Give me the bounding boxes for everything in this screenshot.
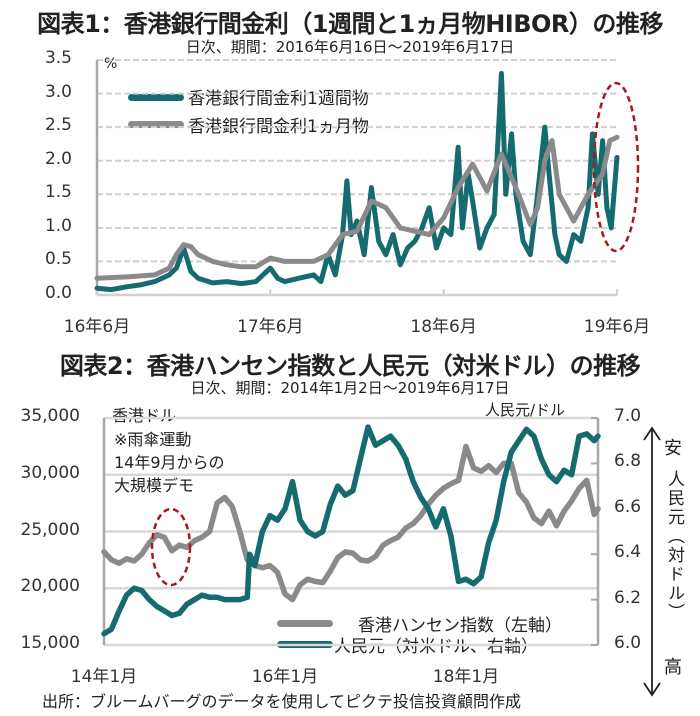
chart2-right-tick-label: 6.0 [614,633,642,653]
chart2-title: 図表2：香港ハンセン指数と人民元（対米ドル）の推移 [59,352,641,380]
chart2-note-line1: ※雨傘運動 [114,430,192,449]
chart2-left-tick-label: 35,000 [20,406,80,426]
arrow-label-cny: 人民元（対ドル） [664,470,684,622]
chart1-subtitle: 日次、期間：2016年6月16日～2019年6月17日 [185,38,515,56]
chart2-right-tick-label: 6.6 [614,496,642,517]
chart1-y-tick-label: 1.0 [44,215,72,236]
chart1-highlight-ellipse [592,81,640,253]
chart2-right-tick-label: 6.4 [614,542,642,563]
chart2-series-cny [101,424,601,637]
chart1-x-tick-label: 16年6月 [63,317,131,337]
chart2-highlight-ellipse [150,507,192,587]
chart2-note-line3: 大規模デモ [114,476,195,495]
chart2-left-tick-label: 30,000 [20,462,80,483]
chart2-legend-hsi: 香港ハンセン指数（左軸） [358,616,562,636]
chart2-left-unit: 香港ドル [112,406,177,425]
chart1-x-tick-label: 19年6月 [583,317,651,337]
chart2-right-tick-label: 6.2 [614,587,642,608]
chart2-x-tick-label: 16年1月 [251,667,319,687]
chart1-legend-1m-swatch [128,121,184,128]
chart2-right-tick-label: 7.0 [614,406,642,426]
arrow-label-cheap: 安 [664,438,682,459]
arrow-label-strong: 高 [664,657,682,678]
chart1-series-1week [94,70,620,293]
chart1-series-1month [94,134,620,281]
chart2-right-tick-label: 6.8 [614,451,642,472]
source-note: 出所：ブルームバーグのデータを使用してピクテ投信投資顧問作成 [42,692,522,711]
chart2-note-line2: 14年9月からの [114,453,225,472]
chart2-right-unit: 人民元/ドル [485,401,566,419]
chart2-series-hangseng [101,443,601,603]
chart1-y-tick-label: 2.5 [44,115,72,136]
chart1-y-tick-label: 0.0 [44,283,72,303]
chart2-legend-hsi-swatch [277,620,333,627]
chart1-y-tick-label: 0.5 [44,249,72,270]
chart1-y-tick-label: 3.5 [44,48,72,68]
chart2-x-tick-label: 18年1月 [432,667,500,687]
cny-arrow-down-head [643,682,661,697]
cny-arrow-up-head [643,426,661,441]
chart1-y-tick-label: 1.5 [44,182,72,203]
chart1-y-tick-label: 3.0 [44,81,72,102]
chart2-left-tick-label: 15,000 [20,633,80,653]
chart2-x-tick-label: 14年1月 [70,667,138,687]
chart1-title: 図表1：香港銀行間金利（1週間と1ヵ月物HIBOR）の推移 [37,10,663,38]
chart2-subtitle: 日次、期間：2014年1月2日～2019年6月17日 [190,379,510,397]
chart2-left-tick-label: 25,000 [20,519,80,540]
chart1-legend-1w-swatch [128,94,184,101]
chart2-legend-cny: 人民元（対米ドル、右軸） [334,637,538,657]
chart1-x-tick-label: 17年6月 [237,317,304,337]
chart1-x-tick-label: 18年6月 [410,317,477,337]
chart1-y-tick-label: 2.0 [44,148,72,169]
chart2-left-tick-label: 20,000 [20,576,80,597]
